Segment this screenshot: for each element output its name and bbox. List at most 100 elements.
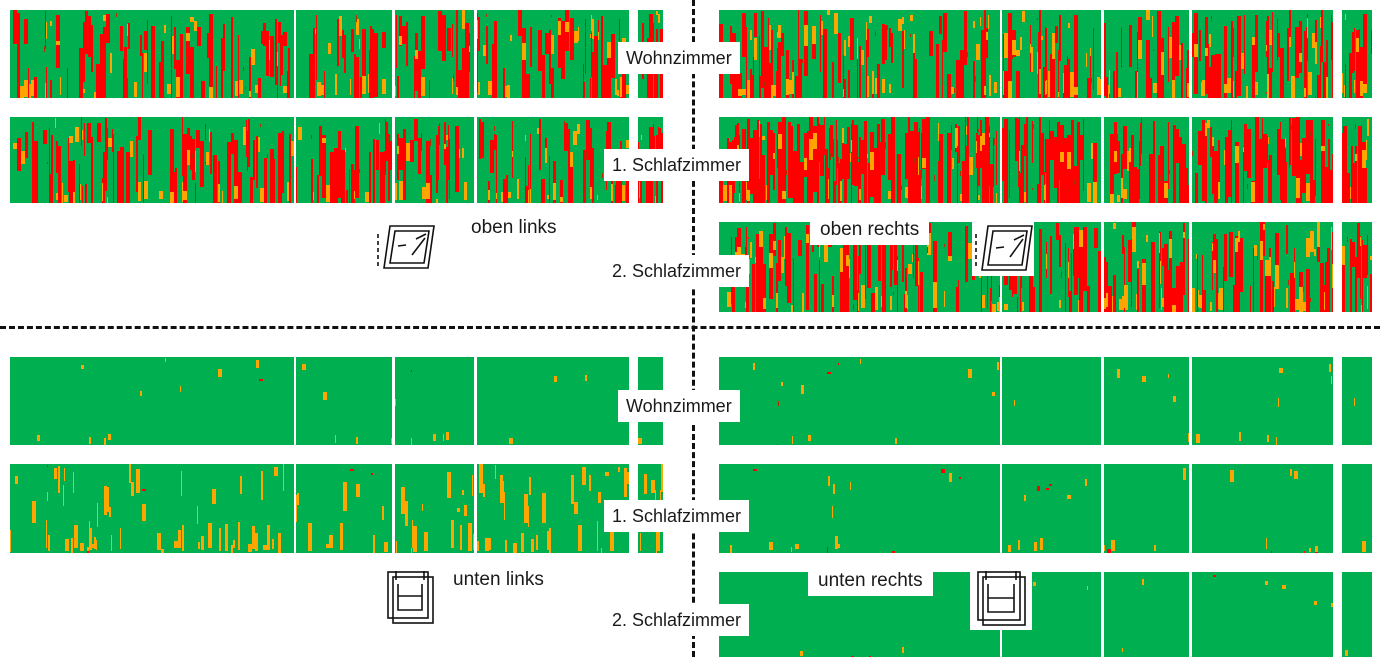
- heatmap-cell: [465, 23, 469, 98]
- heatmap-cell: [1317, 222, 1320, 247]
- heatmap-cell: [17, 13, 20, 98]
- heatmap-cell: [800, 162, 804, 203]
- heatmap-cell: [209, 87, 213, 98]
- heatmap-cell: [234, 186, 238, 199]
- heatmap-cell: [827, 547, 828, 553]
- heatmap-cell: [832, 295, 834, 307]
- heatmap-cell: [771, 30, 773, 87]
- heatmap-cell: [1057, 122, 1059, 203]
- bottom-hung-window-icon: [970, 568, 1032, 630]
- heatmap-cell: [231, 133, 234, 154]
- heatmap-cell: [316, 15, 317, 80]
- heatmap-cell: [749, 259, 750, 274]
- heatmap-oben-rechts-wohnzimmer: [719, 10, 1372, 98]
- heatmap-cell: [759, 121, 760, 137]
- heatmap-cell: [15, 476, 18, 484]
- heatmap-cell: [1362, 150, 1366, 168]
- heatmap-cell: [1269, 284, 1270, 287]
- heatmap-cell: [1244, 124, 1247, 171]
- heatmap-cell: [1024, 495, 1026, 501]
- heatmap-cell: [812, 26, 816, 44]
- heatmap-cell: [104, 486, 107, 515]
- heatmap-cell: [213, 155, 217, 203]
- heatmap-cell: [1240, 238, 1243, 292]
- heatmap-cell: [776, 71, 777, 98]
- heatmap-cell: [356, 15, 357, 22]
- heatmap-cell: [1195, 173, 1198, 203]
- heatmap-cell: [508, 192, 511, 198]
- heatmap-cell: [905, 133, 908, 179]
- heatmap-cell: [821, 284, 824, 312]
- heatmap-cell: [397, 134, 399, 180]
- heatmap-gap: [474, 464, 477, 553]
- heatmap-cell: [1054, 137, 1057, 188]
- heatmap-cell: [605, 472, 609, 476]
- heatmap-cell: [584, 82, 585, 98]
- heatmap-cell: [1213, 234, 1216, 272]
- heatmap-cell: [337, 19, 339, 66]
- heatmap-cell: [210, 132, 212, 174]
- heatmap-cell: [918, 157, 919, 175]
- heatmap-cell: [1069, 291, 1071, 312]
- heatmap-cell: [1215, 54, 1219, 98]
- heatmap-cell: [951, 87, 954, 94]
- heatmap-cell: [813, 133, 817, 149]
- heatmap-cell: [63, 485, 64, 506]
- heatmap-cell: [69, 161, 73, 203]
- heatmap-cell: [922, 158, 926, 168]
- heatmap-cell: [1280, 122, 1281, 200]
- heatmap-cell: [46, 67, 47, 98]
- heatmap-cell: [142, 504, 146, 521]
- heatmap-cell: [915, 242, 918, 286]
- heatmap-cell: [10, 530, 11, 552]
- heatmap-cell: [251, 49, 255, 65]
- heatmap-cell: [844, 198, 845, 200]
- heatmap-cell: [1324, 292, 1325, 310]
- heatmap-cell: [1223, 267, 1224, 312]
- heatmap-cell: [624, 468, 627, 497]
- heatmap-cell: [1034, 542, 1037, 551]
- heatmap-cell: [1176, 266, 1180, 312]
- heatmap-cell: [34, 141, 38, 203]
- heatmap-cell: [757, 120, 759, 203]
- heatmap-cell: [590, 78, 591, 98]
- heatmap-cell: [274, 467, 278, 476]
- heatmap-cell: [989, 75, 991, 96]
- heatmap-cell: [1291, 125, 1292, 130]
- heatmap-cell: [908, 264, 912, 274]
- heatmap-cell: [838, 363, 839, 365]
- heatmap-cell: [867, 29, 869, 57]
- heatmap-cell: [838, 157, 839, 164]
- heatmap-cell: [186, 27, 190, 74]
- heatmap-cell: [881, 296, 882, 307]
- heatmap-cell: [1269, 30, 1272, 45]
- heatmap-cell: [836, 120, 837, 185]
- heatmap-cell: [867, 76, 869, 97]
- heatmap-cell: [120, 147, 124, 203]
- heatmap-cell: [37, 435, 40, 441]
- heatmap-cell: [1074, 87, 1078, 95]
- heatmap-cell: [1173, 125, 1176, 203]
- heatmap-cell: [867, 154, 868, 158]
- heatmap-cell: [782, 117, 786, 203]
- heatmap-cell: [965, 226, 968, 282]
- heatmap-cell: [1291, 76, 1295, 98]
- heatmap-cell: [1064, 138, 1067, 203]
- heatmap-cell: [94, 92, 96, 98]
- heatmap-cell: [1266, 45, 1267, 51]
- heatmap-cell: [592, 19, 594, 39]
- heatmap-cell: [601, 548, 602, 553]
- heatmap-cell: [1235, 71, 1237, 98]
- heatmap-cell: [611, 34, 615, 78]
- heatmap-cell: [1093, 143, 1097, 203]
- heatmap-cell: [787, 233, 791, 303]
- heatmap-cell: [67, 68, 68, 98]
- heatmap-cell: [913, 34, 915, 53]
- heatmap-cell: [1157, 11, 1161, 98]
- heatmap-cell: [206, 152, 209, 165]
- heatmap-cell: [500, 475, 503, 503]
- heatmap-cell: [1018, 119, 1019, 187]
- heatmap-cell: [536, 535, 538, 550]
- heatmap-cell: [1022, 302, 1024, 311]
- heatmap-cell: [1367, 286, 1368, 309]
